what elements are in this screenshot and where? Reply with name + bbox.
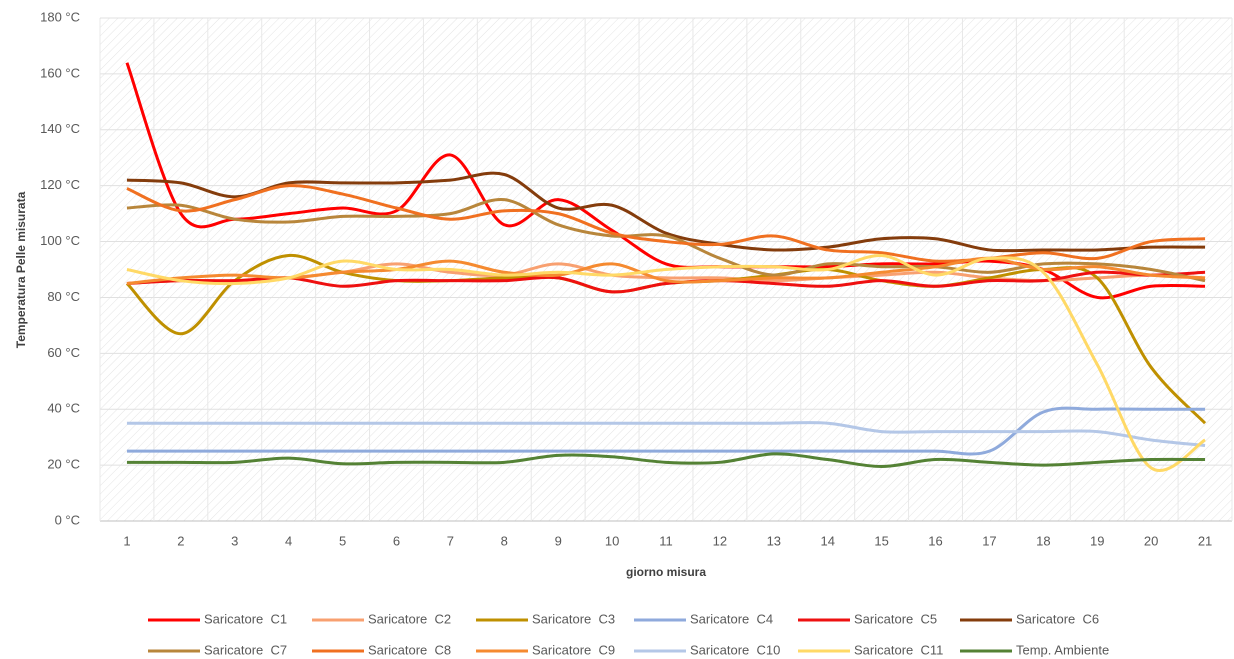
x-tick-label: 1 xyxy=(123,533,130,548)
legend-label: Saricatore C2 xyxy=(368,611,451,626)
series-line xyxy=(126,171,1206,253)
x-tick-label: 6 xyxy=(393,533,400,548)
x-tick-label: 3 xyxy=(231,533,238,548)
x-tick-label: 16 xyxy=(928,533,942,548)
x-tick-label: 17 xyxy=(982,533,996,548)
x-tick-label: 11 xyxy=(659,533,673,548)
y-tick-label: 140 °C xyxy=(40,121,80,136)
x-tick-label: 2 xyxy=(177,533,184,548)
y-tick-label: 0 °C xyxy=(55,512,80,527)
legend-label: Saricatore C5 xyxy=(854,611,937,626)
y-axis-title: Temperatura Pelle misurata xyxy=(14,191,28,348)
x-tick-label: 13 xyxy=(767,533,781,548)
y-tick-label: 160 °C xyxy=(40,65,80,80)
x-tick-label: 8 xyxy=(501,533,508,548)
legend-label: Temp. Ambiente xyxy=(1016,642,1109,657)
y-tick-label: 20 °C xyxy=(47,457,80,472)
legend-label: Saricatore C1 xyxy=(204,611,287,626)
x-tick-label: 20 xyxy=(1144,533,1158,548)
y-tick-label: 100 °C xyxy=(40,233,80,248)
legend-label: Saricatore C9 xyxy=(532,642,615,657)
y-tick-label: 120 °C xyxy=(40,177,80,192)
x-axis-title: giorno misura xyxy=(626,565,706,579)
y-tick-label: 60 °C xyxy=(47,345,80,360)
x-tick-label: 7 xyxy=(447,533,454,548)
y-tick-label: 40 °C xyxy=(47,401,80,416)
legend-label: Saricatore C11 xyxy=(854,642,943,657)
x-tick-label: 5 xyxy=(339,533,346,548)
x-tick-label: 14 xyxy=(820,533,834,548)
x-tick-label: 15 xyxy=(874,533,888,548)
x-tick-label: 19 xyxy=(1090,533,1104,548)
x-tick-label: 12 xyxy=(713,533,727,548)
y-tick-label: 80 °C xyxy=(47,289,80,304)
series-line xyxy=(126,452,1206,469)
x-tick-label: 10 xyxy=(605,533,619,548)
x-tick-label: 9 xyxy=(555,533,562,548)
series-line xyxy=(126,254,1206,472)
legend-label: Saricatore C8 xyxy=(368,642,451,657)
legend-label: Saricatore C6 xyxy=(1016,611,1099,626)
series-line xyxy=(126,184,1206,263)
x-tick-label: 4 xyxy=(285,533,292,548)
legend-label: Saricatore C10 xyxy=(690,642,780,657)
legend-label: Saricatore C7 xyxy=(204,642,287,657)
x-tick-label: 21 xyxy=(1198,533,1212,548)
legend-label: Saricatore C3 xyxy=(532,611,615,626)
series-line xyxy=(126,406,1206,456)
series-line xyxy=(126,256,1206,285)
series-line xyxy=(126,270,1206,294)
x-tick-label: 18 xyxy=(1036,533,1050,548)
y-tick-label: 180 °C xyxy=(40,9,80,24)
series-line xyxy=(126,421,1206,448)
legend-label: Saricatore C4 xyxy=(690,611,773,626)
